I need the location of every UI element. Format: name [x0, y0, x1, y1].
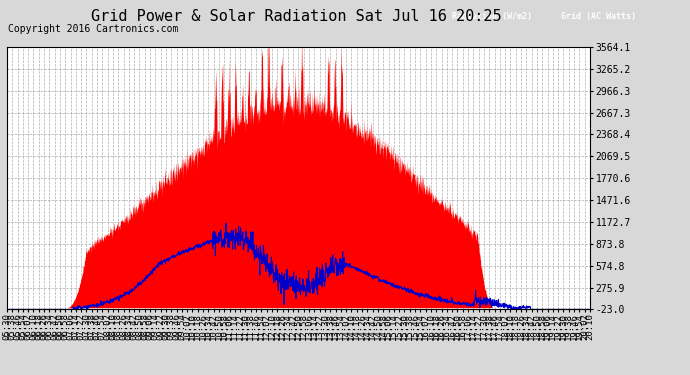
Text: Radiation (W/m2): Radiation (W/m2): [452, 12, 531, 21]
Text: Copyright 2016 Cartronics.com: Copyright 2016 Cartronics.com: [8, 24, 179, 34]
Text: Grid (AC Watts): Grid (AC Watts): [561, 12, 636, 21]
Text: Grid Power & Solar Radiation Sat Jul 16 20:25: Grid Power & Solar Radiation Sat Jul 16 …: [91, 9, 502, 24]
